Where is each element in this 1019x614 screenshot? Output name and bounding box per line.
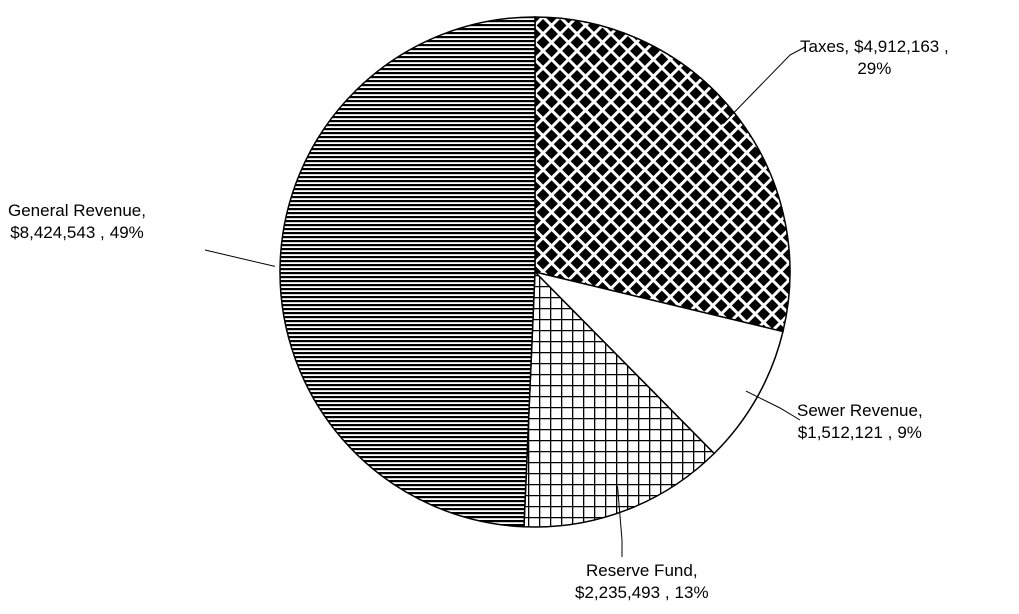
slice-label: Taxes $4,912,163 29% <box>800 36 949 80</box>
value-label: $1,512,121 <box>798 423 893 442</box>
slice-label: Reserve Fund $2,235,49313% <box>575 560 709 604</box>
category-label: Reserve Fund <box>586 561 698 580</box>
pie-slice <box>523 270 716 528</box>
pie-slice <box>534 16 791 333</box>
value-label: $4,912,163 <box>854 37 949 56</box>
slice-label: General Revenue $8,424,54349% <box>8 200 146 244</box>
pie-slice <box>279 16 536 528</box>
category-label: Sewer Revenue <box>797 401 923 420</box>
value-label: $2,235,493 <box>575 583 670 602</box>
percent-label: 13% <box>674 583 709 602</box>
pie-slice <box>532 270 784 455</box>
percent-label: 49% <box>109 223 144 242</box>
leader-line <box>617 486 623 557</box>
category-label: General Revenue <box>8 201 146 220</box>
percent-label: 9% <box>897 423 922 442</box>
category-label: Taxes <box>800 37 849 56</box>
percent-label: 29% <box>857 59 892 78</box>
leader-line <box>745 390 801 421</box>
leader-line <box>722 46 806 124</box>
value-label: $8,424,543 <box>10 223 105 242</box>
slice-label: Sewer Revenue $1,512,1219% <box>797 400 923 444</box>
leader-line <box>204 249 276 267</box>
